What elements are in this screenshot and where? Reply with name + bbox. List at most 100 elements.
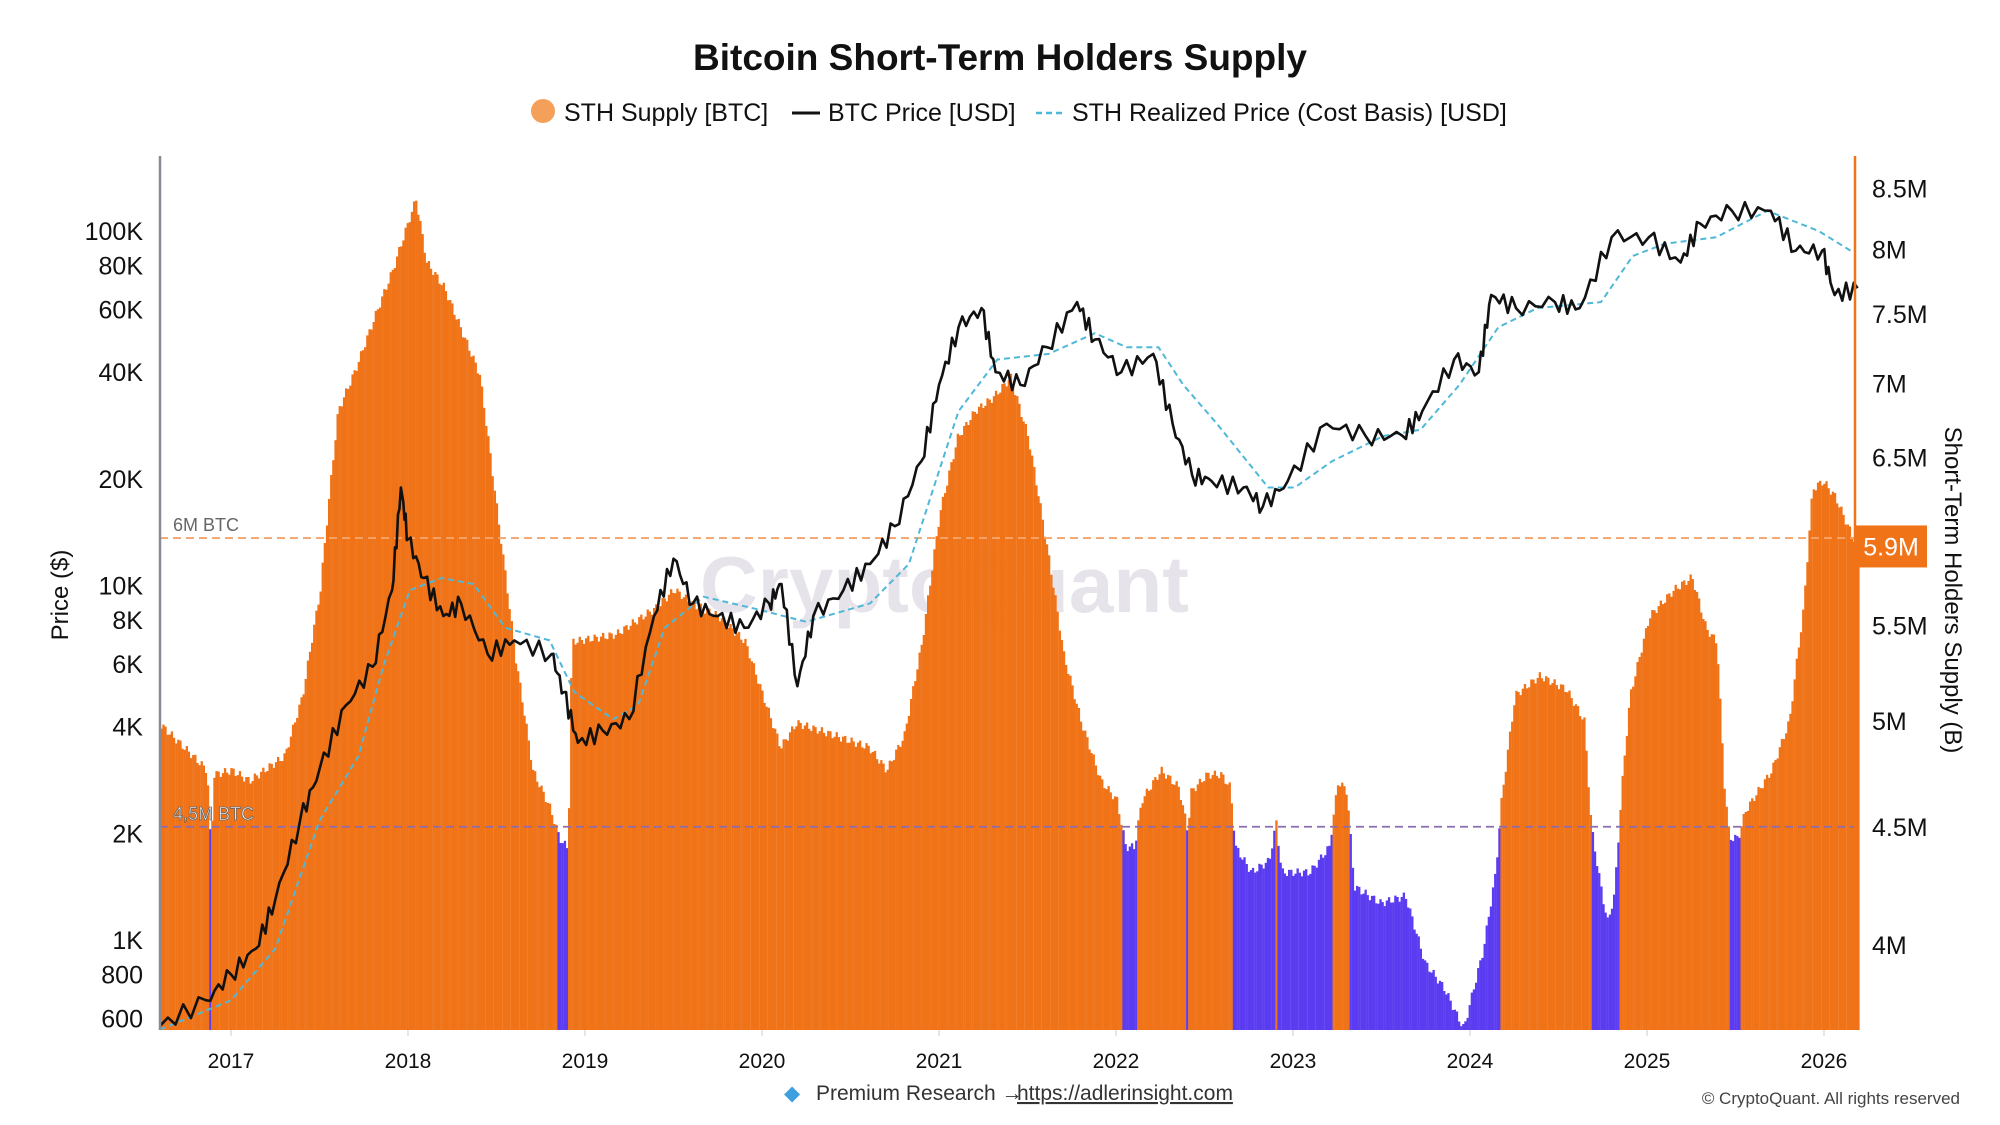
supply-bar xyxy=(300,697,303,1030)
supply-bar xyxy=(1500,797,1503,1030)
supply-bar xyxy=(1759,788,1762,1030)
supply-bar xyxy=(1823,483,1826,1030)
supply-bar xyxy=(1381,902,1384,1030)
supply-bar xyxy=(574,644,577,1030)
supply-bar xyxy=(1738,837,1741,1030)
supply-bar xyxy=(1188,817,1191,1030)
supply-bar xyxy=(1377,903,1380,1030)
supply-bar xyxy=(400,246,403,1030)
supply-bar xyxy=(413,201,416,1030)
supply-bar xyxy=(1353,890,1357,1030)
supply-bar xyxy=(291,724,295,1030)
supply-bar xyxy=(172,737,176,1030)
supply-bar xyxy=(491,476,494,1030)
supply-bar xyxy=(895,749,898,1030)
adlerinsight-link[interactable]: https://adlerinsight.com xyxy=(1017,1082,1233,1105)
supply-bar xyxy=(1700,612,1703,1030)
supply-bar xyxy=(1687,581,1690,1030)
supply-bar xyxy=(1765,774,1769,1030)
right-axis-ticks: 4M 4.5M 5M 5.5M 6.5M 7M 7.5M 8M 8.5M xyxy=(1872,175,1928,960)
legend-item-btc-price[interactable]: BTC Price [USD] xyxy=(792,99,1016,127)
premium-research-text: Premium Research → xyxy=(816,1082,1023,1105)
supply-bar xyxy=(1264,862,1267,1030)
supply-bar xyxy=(1812,489,1815,1030)
supply-bar xyxy=(848,742,851,1030)
supply-bar xyxy=(415,200,418,1030)
supply-bar xyxy=(907,715,911,1030)
supply-bar xyxy=(1545,676,1548,1030)
supply-bar xyxy=(1130,843,1134,1030)
supply-bar xyxy=(992,396,996,1030)
supply-bar xyxy=(1128,846,1131,1030)
supply-bar xyxy=(1438,980,1442,1030)
legend-item-sth-supply[interactable]: STH Supply [BTC] xyxy=(531,99,768,127)
supply-bar xyxy=(1251,867,1255,1030)
supply-bar xyxy=(1116,796,1119,1030)
supply-bar xyxy=(553,824,556,1030)
supply-bar xyxy=(1589,815,1592,1030)
supply-bar xyxy=(1075,703,1078,1030)
supply-bar xyxy=(525,723,528,1030)
right-tick-label: 4.5M xyxy=(1872,814,1928,842)
supply-bar xyxy=(1477,968,1480,1030)
supply-bar xyxy=(1676,588,1679,1030)
supply-bar xyxy=(1364,889,1367,1030)
supply-bar xyxy=(965,422,968,1030)
supply-bar xyxy=(975,413,979,1030)
supply-bar xyxy=(1534,683,1537,1030)
supply-bar xyxy=(1685,585,1688,1030)
supply-bar xyxy=(1313,865,1316,1030)
supply-bar xyxy=(659,606,662,1030)
supply-bar xyxy=(1392,902,1395,1030)
supply-bar xyxy=(238,771,242,1030)
supply-bar xyxy=(1160,766,1163,1030)
supply-bar xyxy=(1751,798,1754,1030)
supply-bar xyxy=(1260,864,1263,1030)
supply-bar xyxy=(287,747,290,1030)
supply-bar xyxy=(797,720,800,1030)
supply-bar xyxy=(1052,587,1055,1030)
supply-bar xyxy=(1581,719,1584,1030)
supply-bar xyxy=(1256,871,1259,1030)
supply-bar xyxy=(767,707,770,1030)
supply-bar xyxy=(1455,1011,1459,1030)
supply-bar xyxy=(228,774,231,1030)
supply-bar xyxy=(408,222,411,1031)
supply-bar xyxy=(1491,887,1495,1030)
supply-bar xyxy=(703,613,707,1030)
supply-bar xyxy=(1789,713,1792,1030)
supply-bar xyxy=(1056,611,1059,1030)
supply-bar xyxy=(257,778,261,1030)
supply-bar xyxy=(1502,784,1505,1030)
supply-bar xyxy=(1564,692,1567,1030)
supply-bar xyxy=(1014,395,1017,1031)
supply-bar xyxy=(708,608,711,1030)
supply-bar xyxy=(1693,590,1696,1030)
x-tick-label: 2021 xyxy=(916,1050,963,1073)
left-tick-label: 1K xyxy=(112,927,143,955)
supply-bar xyxy=(306,660,310,1030)
supply-bar xyxy=(187,751,191,1030)
supply-bar xyxy=(1479,960,1482,1030)
supply-bar xyxy=(368,329,371,1030)
supply-bar xyxy=(1547,677,1550,1030)
supply-bar xyxy=(1840,506,1843,1031)
supply-bar xyxy=(1855,537,1858,1030)
supply-bar xyxy=(1848,526,1852,1030)
supply-bar xyxy=(1073,699,1076,1030)
supply-bar xyxy=(742,643,745,1030)
supply-bar xyxy=(1487,916,1490,1030)
supply-bar xyxy=(1317,859,1321,1030)
legend-item-sth-realized[interactable]: STH Realized Price (Cost Basis) [USD] xyxy=(1036,99,1507,127)
supply-bar xyxy=(349,385,352,1031)
supply-bar xyxy=(1706,630,1709,1030)
supply-bar xyxy=(1432,970,1435,1030)
supply-bar xyxy=(1413,929,1416,1030)
supply-bar xyxy=(784,739,787,1030)
supply-bar xyxy=(799,723,802,1030)
supply-bar xyxy=(1005,386,1008,1030)
supply-bar xyxy=(593,634,596,1030)
supply-bar xyxy=(922,635,925,1030)
supply-bar xyxy=(1466,1017,1469,1030)
supply-bar xyxy=(1494,873,1497,1030)
